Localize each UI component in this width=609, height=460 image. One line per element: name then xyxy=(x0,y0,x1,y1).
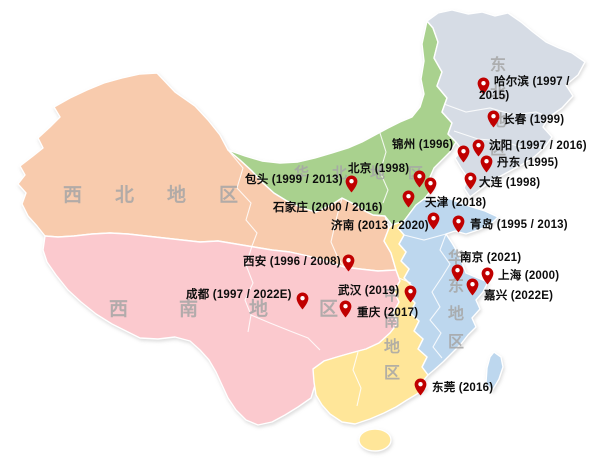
region-central-south-hainan xyxy=(358,428,392,452)
map-pin-icon xyxy=(345,175,358,193)
city-label: 锦州 (1996) xyxy=(392,139,454,151)
city-label: 包头 (1999 / 2013) xyxy=(245,174,343,186)
city-label: 石家庄 (2000 / 2016) xyxy=(273,202,383,214)
region-east-taiwan xyxy=(485,351,504,392)
map-pin-icon xyxy=(424,177,437,195)
city-label: 上海 (2000) xyxy=(498,270,560,282)
map-pin-icon xyxy=(404,285,417,303)
city-label: 长春 (1999) xyxy=(503,114,565,126)
map-pin-icon xyxy=(487,110,500,128)
map-pin-icon xyxy=(481,267,494,285)
map-pin-icon xyxy=(451,264,464,282)
map-pin-icon xyxy=(342,254,355,272)
map-pin-icon xyxy=(464,172,477,190)
city-label: 武汉 (2019) xyxy=(338,285,400,297)
map-pin-icon xyxy=(472,139,485,157)
map-pin-icon xyxy=(427,212,440,230)
city-label: 沈阳 (1997 / 2016) xyxy=(489,140,587,152)
city-label: 东莞 (2016) xyxy=(432,382,494,394)
city-label: 天津 (2018) xyxy=(425,197,487,209)
city-label: 济南 (2013 / 2020) xyxy=(331,220,429,232)
map-pin-icon xyxy=(466,278,479,296)
city-label: 大连 (1998) xyxy=(479,177,541,189)
province-border-lines xyxy=(227,103,550,407)
city-label: 成都 (1997 / 2022E) xyxy=(186,289,292,301)
city-label: 重庆 (2017) xyxy=(357,307,419,319)
map-pin-icon xyxy=(452,215,465,233)
city-label: 丹东 (1995) xyxy=(497,157,559,169)
map-pin-icon xyxy=(413,170,426,188)
map-pin-icon xyxy=(477,77,490,95)
city-label: 西安 (1996 / 2008) xyxy=(243,256,341,268)
map-pin-icon xyxy=(414,378,427,396)
city-label: 青岛 (1995 / 2013) xyxy=(470,219,568,231)
map-pin-icon xyxy=(480,155,493,173)
map-pin-icon xyxy=(296,292,309,310)
city-label: 北京 (1998) xyxy=(348,163,410,175)
map-pin-icon xyxy=(457,145,470,163)
city-label: 哈尔滨 (1997 / 2015) xyxy=(479,76,570,102)
map-pin-icon xyxy=(402,190,415,208)
city-label: 南京 (2021) xyxy=(460,252,522,264)
map-pin-icon xyxy=(339,300,352,318)
city-label: 嘉兴 (2022E) xyxy=(484,290,554,302)
